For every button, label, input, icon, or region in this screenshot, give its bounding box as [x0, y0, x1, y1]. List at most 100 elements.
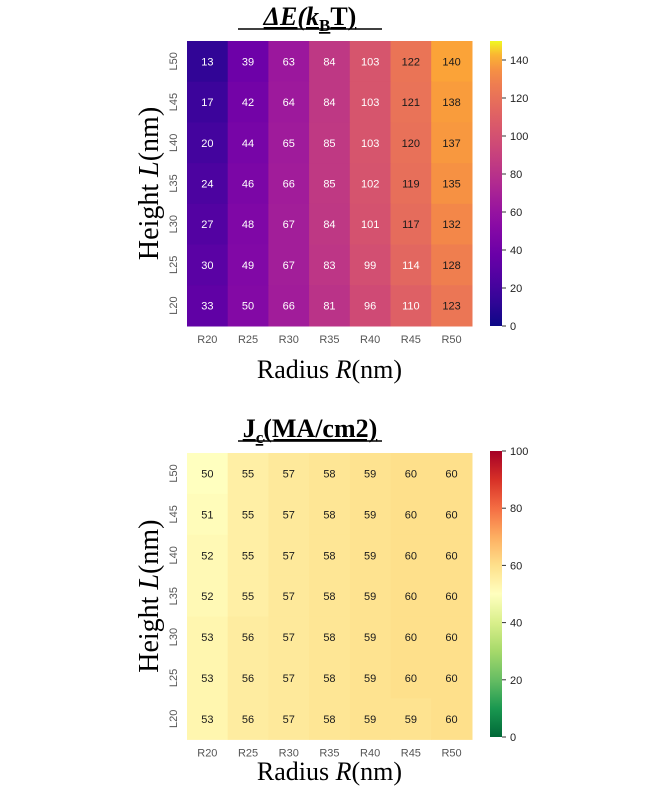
- heatmap-cell: [349, 657, 392, 699]
- heatmap-cell: [349, 616, 392, 659]
- cell-value-label: 59: [364, 673, 376, 685]
- cell-value-label: 64: [283, 97, 295, 109]
- heatmap-cell: [268, 81, 310, 123]
- colorbar-tick-label: 60: [510, 560, 522, 572]
- heatmap-cell: [309, 453, 351, 495]
- cell-value-label: 63: [283, 56, 295, 68]
- heatmap-cell: [268, 41, 310, 83]
- heatmap-cell: [431, 41, 473, 83]
- cell-value-label: 59: [364, 714, 376, 726]
- y-tick-label: L45: [168, 93, 180, 111]
- cell-value-label: 44: [242, 138, 254, 150]
- heatmap-cell: [268, 122, 310, 164]
- cell-value-label: 13: [201, 56, 213, 68]
- cell-value-label: 57: [283, 673, 295, 685]
- colorbar-tick-label: 0: [510, 321, 516, 333]
- cell-value-label: 103: [361, 97, 379, 109]
- cell-value-label: 59: [405, 714, 417, 726]
- cell-value-label: 56: [242, 714, 254, 726]
- cell-value-label: 117: [402, 219, 420, 231]
- y-tick-label: L20: [168, 296, 180, 314]
- cell-value-label: 66: [283, 178, 295, 190]
- cell-value-label: 60: [405, 468, 417, 480]
- x-tick-label: R40: [360, 334, 380, 346]
- heatmap-cell: [187, 534, 229, 577]
- x-tick-label: R20: [197, 334, 217, 346]
- heatmap-cell: [227, 698, 269, 740]
- cell-value-label: 114: [402, 260, 420, 272]
- cell-value-label: 57: [283, 550, 295, 562]
- heatmap-cell: [268, 616, 310, 659]
- x-tick-label: R35: [319, 334, 339, 346]
- heatmap-cell: [390, 616, 432, 659]
- heatmap-cell: [187, 203, 229, 246]
- heatmap-cell: [227, 657, 269, 699]
- cell-value-label: 24: [201, 178, 213, 190]
- colorbar-tick-label: 140: [510, 55, 528, 67]
- heatmap-cell: [431, 285, 473, 327]
- heatmap-cell: [309, 163, 351, 205]
- heatmap-cell: [187, 657, 229, 699]
- colorbar: [490, 451, 502, 737]
- heatmap-cell: [390, 453, 432, 495]
- heatmap-cell: [309, 122, 351, 164]
- heatmap-cell: [268, 493, 310, 536]
- heatmap-cell: [227, 122, 269, 164]
- colorbar-tick-label: 40: [510, 245, 522, 257]
- cell-value-label: 66: [283, 301, 295, 313]
- cell-value-label: 138: [442, 97, 460, 109]
- heatmap-cell: [309, 616, 351, 659]
- x-tick-label: R50: [441, 747, 461, 759]
- cell-value-label: 67: [283, 260, 295, 272]
- y-tick-label: L25: [168, 669, 180, 687]
- cell-value-label: 42: [242, 97, 254, 109]
- cell-value-label: 58: [323, 550, 335, 562]
- cell-value-label: 65: [283, 138, 295, 150]
- cell-value-label: 52: [201, 591, 213, 603]
- heatmap-cell: [349, 534, 392, 577]
- x-tick-label: R35: [319, 747, 339, 759]
- heatmap-cell: [268, 534, 310, 577]
- cell-value-label: 96: [364, 301, 376, 313]
- heatmap-cell: [227, 203, 269, 246]
- y-tick-label: L40: [168, 134, 180, 152]
- cell-value-label: 50: [242, 301, 254, 313]
- chart-title: Jc(MA/cm2): [243, 414, 378, 447]
- heatmap-cell: [349, 41, 392, 83]
- heatmap-cell: [227, 244, 269, 286]
- cell-value-label: 55: [242, 468, 254, 480]
- heatmap-cell: [431, 616, 473, 659]
- colorbar-tick-label: 20: [510, 675, 522, 687]
- energy-heatmap-panel: 13 39 63 84 103 122 140 17 42 64 84 103 121 138 20 44 65…: [134, 2, 528, 384]
- cell-value-label: 58: [323, 714, 335, 726]
- heatmap-cell: [268, 575, 310, 618]
- heatmap-cell: [349, 203, 392, 246]
- heatmap-cell: [309, 534, 351, 577]
- heatmap-cell: [309, 575, 351, 618]
- colorbar-tick-label: 20: [510, 283, 522, 295]
- heatmap-cell: [309, 657, 351, 699]
- cell-value-label: 60: [405, 632, 417, 644]
- heatmap-cell: [390, 698, 432, 740]
- cell-value-label: 122: [402, 56, 420, 68]
- heatmap-cell: [349, 453, 392, 495]
- heatmap-cell: [390, 41, 432, 83]
- heatmap-cell: [187, 698, 229, 740]
- heatmap-cell: [227, 453, 269, 495]
- colorbar-tick-label: 80: [510, 503, 522, 515]
- cell-value-label: 103: [361, 56, 379, 68]
- cell-value-label: 121: [402, 97, 420, 109]
- y-tick-label: L45: [168, 505, 180, 523]
- cell-value-label: 59: [364, 591, 376, 603]
- cell-value-label: 60: [405, 509, 417, 521]
- cell-value-label: 59: [364, 632, 376, 644]
- cell-value-label: 132: [442, 219, 460, 231]
- heatmap-cell: [349, 81, 392, 123]
- y-tick-label: L40: [168, 546, 180, 564]
- cell-value-label: 58: [323, 632, 335, 644]
- heatmap-cell: [309, 244, 351, 286]
- heatmap-cell: [309, 698, 351, 740]
- cell-value-label: 53: [201, 714, 213, 726]
- current-heatmap-panel: 50 55 57 58 59 60 60 51 55 57 58 59 60 60 52 55 57 58 59 60…: [134, 414, 528, 786]
